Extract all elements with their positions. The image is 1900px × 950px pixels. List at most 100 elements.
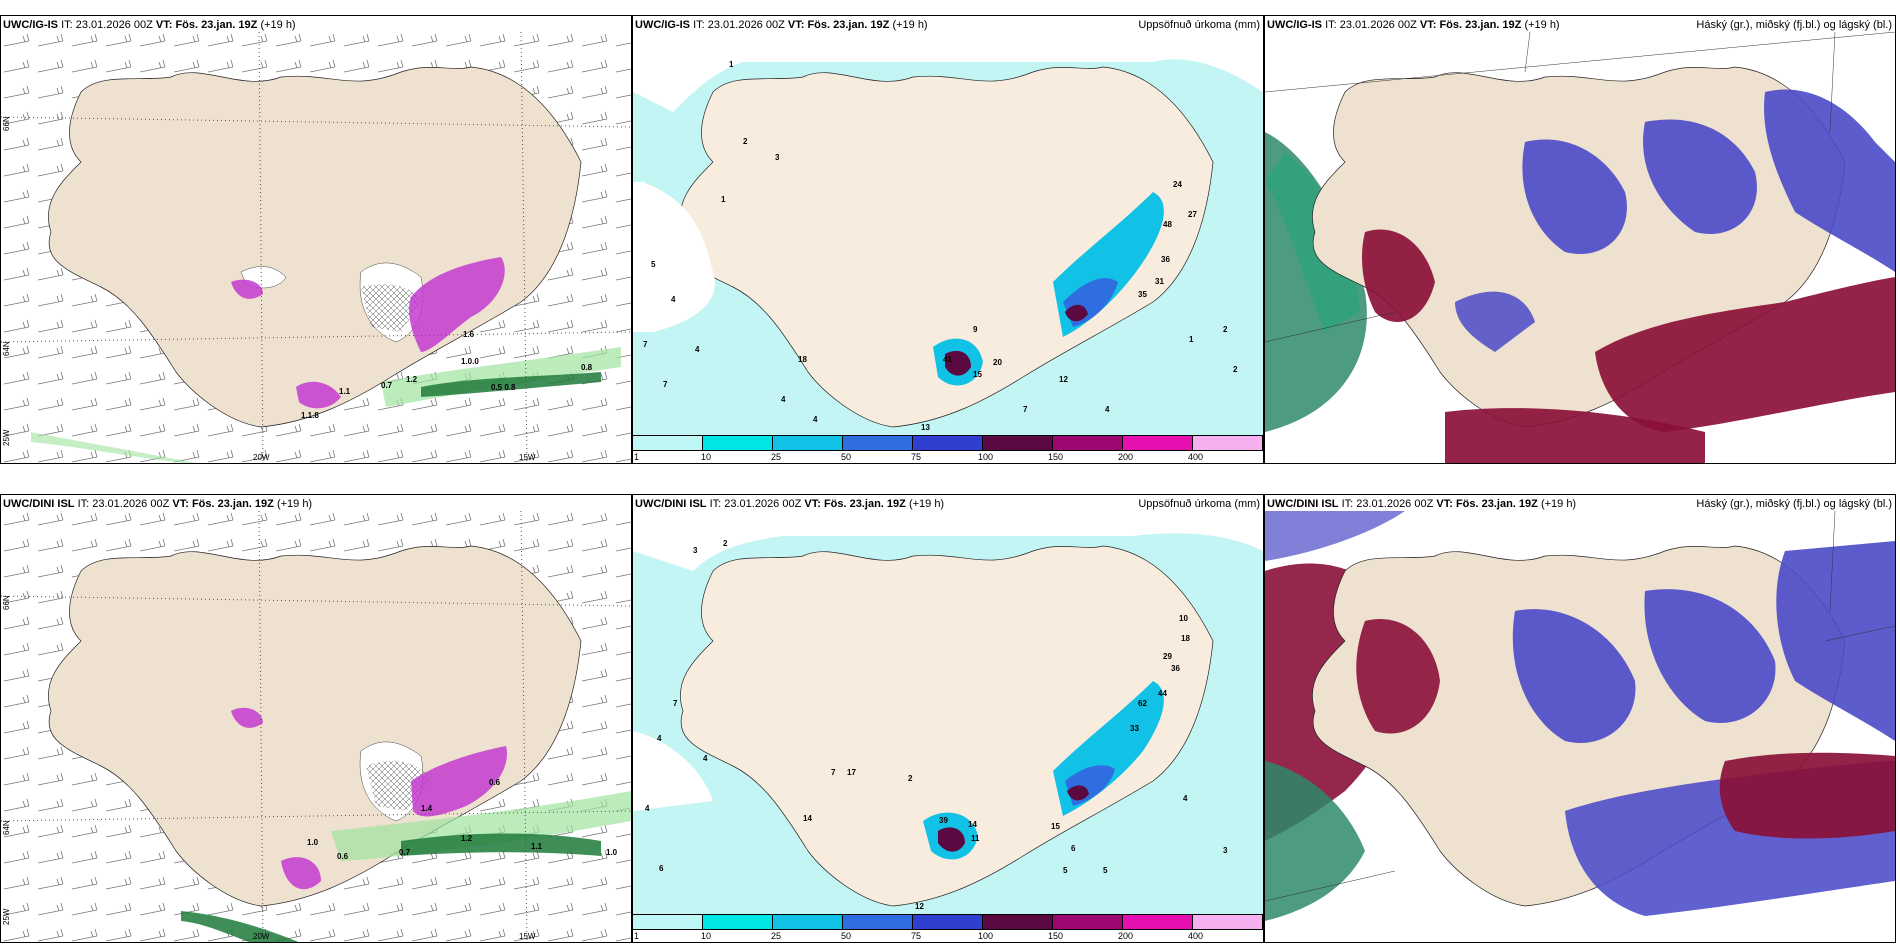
colorbar-tick: 200 <box>1118 931 1134 941</box>
precip-label: 4 <box>1183 794 1188 803</box>
wind-label: 0.7 <box>399 848 411 857</box>
iceland-land <box>48 66 582 428</box>
wind-label: 1.1.8 <box>301 411 319 420</box>
axis-label: 66N <box>2 595 11 610</box>
colorbar-cell <box>913 915 983 929</box>
colorbar-tick: 400 <box>1188 931 1204 941</box>
colorbar-cell <box>1053 915 1123 929</box>
colorbar-tick: 25 <box>771 931 782 941</box>
precip-label: 4 <box>1105 405 1110 414</box>
precip-label: 27 <box>1188 210 1197 219</box>
panel-precip-row1: UWC/IG-IS IT: 23.01.2026 00Z VT: Fös. 23… <box>632 15 1264 464</box>
wind-label: 1.2 <box>461 834 473 843</box>
panel-header: UWC/IG-IS IT: 23.01.2026 00Z VT: Fös. 23… <box>1267 19 1560 31</box>
colorbar-tick: 10 <box>701 931 712 941</box>
wind-label: 1.0 <box>307 838 319 847</box>
precip-title: Uppsöfnuð úrkoma (mm) <box>1138 498 1260 510</box>
precip-label: 62 <box>1138 699 1147 708</box>
precip-label: 36 <box>1171 664 1180 673</box>
precip-label: 14 <box>803 814 812 823</box>
colorbar-cell <box>843 915 913 929</box>
colorbar-tick: 10 <box>701 452 712 462</box>
wind-label: 1.0 <box>606 848 618 857</box>
precip-map: 3 2 7 4 4 4 6 14 7 17 2 39 14 12 11 15 6… <box>633 511 1263 915</box>
wind-label: 1.1 <box>339 387 351 396</box>
precip-label: 20 <box>993 358 1002 367</box>
panel-precip-row2: UWC/DINI ISL IT: 23.01.2026 00Z VT: Fös.… <box>632 494 1264 943</box>
colorbar: 1 10 25 50 75 100 150 200 400 <box>633 435 1263 463</box>
precip-label: 4 <box>657 734 662 743</box>
panel-wind-row2: UWC/DINI ISL IT: 23.01.2026 00Z VT: Fös.… <box>0 494 632 943</box>
precip-label: 1 <box>1189 335 1194 344</box>
wind-label: 0.8 <box>581 363 593 372</box>
precip-label: 12 <box>915 902 924 911</box>
colorbar-tick: 1 <box>634 452 640 462</box>
axis-label: 64N <box>2 820 11 835</box>
panel-cloud-row2: UWC/DINI ISL IT: 23.01.2026 00Z VT: Fös.… <box>1264 494 1896 943</box>
axis-label: 25W <box>2 429 11 446</box>
axis-label: 64N <box>2 341 11 356</box>
precip-label: 15 <box>973 370 982 379</box>
colorbar-cell <box>773 915 843 929</box>
precip-label: 3 <box>693 546 698 555</box>
panel-header: UWC/IG-IS IT: 23.01.2026 00Z VT: Fös. 23… <box>635 19 928 31</box>
colorbar-tick: 50 <box>841 931 852 941</box>
precip-label: 12 <box>1059 375 1068 384</box>
panel-wind-row1: UWC/IG-IS IT: 23.01.2026 00Z VT: Fös. 23… <box>0 15 632 464</box>
colorbar-tick: 75 <box>911 452 922 462</box>
precip-label: 4 <box>645 804 650 813</box>
wind-label: 0.7 <box>381 381 393 390</box>
precip-label: 2 <box>743 137 748 146</box>
wind-label: 1.6 <box>463 330 475 339</box>
colorbar: 1 10 25 50 75 100 150 200 400 <box>633 914 1263 942</box>
axis-label: 15W <box>519 932 536 941</box>
precip-label: 3 <box>1223 846 1228 855</box>
axis-label: 25W <box>2 908 11 925</box>
colorbar-cell <box>1193 436 1263 450</box>
precip-label: 2 <box>723 539 728 548</box>
precip-label: 5 <box>1103 866 1108 875</box>
colorbar-tick: 200 <box>1118 452 1134 462</box>
precip-label: 31 <box>1155 277 1164 286</box>
colorbar-tick: 25 <box>771 452 782 462</box>
wind-label: 1.4 <box>421 804 433 813</box>
precip-label: 4 <box>813 415 818 424</box>
colorbar-tick: 100 <box>978 931 994 941</box>
precip-label: 4 <box>671 295 676 304</box>
cloud-map <box>1265 32 1895 463</box>
colorbar-cell <box>773 436 843 450</box>
wind-map: 0.7 1.2 1.0.0 0.5 0.8 0.8 1.1.8 1.1 1.6 … <box>1 32 631 463</box>
precip-label: 2 <box>1223 325 1228 334</box>
colorbar-cell <box>913 436 983 450</box>
cloud-map <box>1265 511 1895 942</box>
precip-label: 7 <box>831 768 836 777</box>
precip-label: 5 <box>1063 866 1068 875</box>
colorbar-tick: 150 <box>1048 452 1064 462</box>
precip-label: 18 <box>798 355 807 364</box>
colorbar-tick: 100 <box>978 452 994 462</box>
precip-label: 17 <box>847 768 856 777</box>
panel-header: UWC/IG-IS IT: 23.01.2026 00Z VT: Fös. 23… <box>3 19 296 31</box>
precip-label: 9 <box>973 325 978 334</box>
axis-label: 15W <box>519 453 536 462</box>
wind-label: 0.6 <box>489 778 501 787</box>
precip-map: 1 2 3 1 5 4 7 4 7 4 4 18 13 41 15 20 9 1… <box>633 32 1263 436</box>
colorbar-cell <box>633 915 703 929</box>
panel-header: UWC/DINI ISL IT: 23.01.2026 00Z VT: Fös.… <box>635 498 945 510</box>
precip-label: 7 <box>643 340 648 349</box>
precip-label: 14 <box>968 820 977 829</box>
axis-label: 66N <box>2 116 11 131</box>
panel-header: UWC/DINI ISL IT: 23.01.2026 00Z VT: Fös.… <box>1267 498 1577 510</box>
precip-label: 4 <box>703 754 708 763</box>
colorbar-tick: 1 <box>634 931 640 941</box>
wind-label: 1.2 <box>406 375 418 384</box>
precip-label: 7 <box>673 699 678 708</box>
precip-title: Uppsöfnuð úrkoma (mm) <box>1138 19 1260 31</box>
precip-label: 44 <box>1158 689 1167 698</box>
precip-label: 41 <box>943 355 952 364</box>
precip-label: 39 <box>939 816 948 825</box>
precip-label: 4 <box>695 345 700 354</box>
precip-label: 48 <box>1163 220 1172 229</box>
colorbar-cell <box>1123 915 1193 929</box>
precip-label: 2 <box>908 774 913 783</box>
